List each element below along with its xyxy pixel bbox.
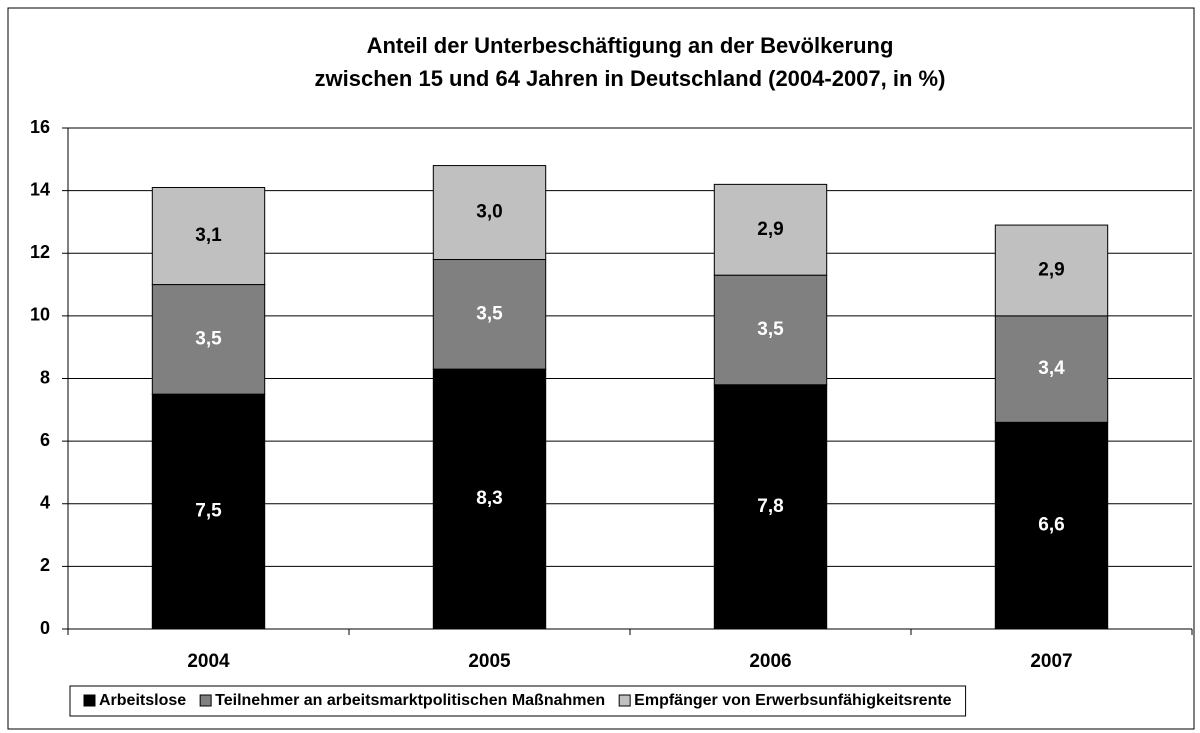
bar-segment bbox=[994, 421, 1109, 630]
y-tick-label: 14 bbox=[30, 179, 50, 199]
chart-title: zwischen 15 und 64 Jahren in Deutschland… bbox=[315, 66, 946, 91]
legend-swatch bbox=[199, 694, 212, 707]
bar-segment bbox=[713, 183, 828, 276]
x-tick-label: 2007 bbox=[1030, 651, 1072, 672]
y-tick-label: 8 bbox=[40, 367, 50, 387]
legend-label: Arbeitslose bbox=[99, 692, 186, 709]
y-tick-label: 4 bbox=[40, 493, 50, 513]
bar-segment bbox=[713, 274, 828, 386]
legend-box bbox=[69, 685, 967, 717]
bar-segment bbox=[151, 186, 266, 286]
bar-segment bbox=[994, 315, 1109, 423]
bar-segment bbox=[713, 384, 828, 630]
data-label: 7,8 bbox=[757, 496, 783, 517]
y-tick-label: 2 bbox=[40, 555, 50, 575]
legend-label: Teilnehmer an arbeitsmarktpolitischen Ma… bbox=[215, 692, 605, 709]
legend-swatch bbox=[83, 694, 96, 707]
x-tick-label: 2004 bbox=[187, 651, 230, 672]
y-tick-label: 16 bbox=[30, 117, 50, 137]
data-label: 3,5 bbox=[757, 319, 784, 340]
data-label: 2,9 bbox=[1038, 259, 1064, 280]
data-label: 3,5 bbox=[476, 303, 503, 324]
bar-segment bbox=[994, 224, 1109, 317]
legend-swatch bbox=[618, 694, 631, 707]
data-label: 3,5 bbox=[195, 328, 222, 349]
x-tick-label: 2005 bbox=[468, 651, 511, 672]
y-tick-label: 6 bbox=[40, 430, 50, 450]
y-tick-label: 12 bbox=[30, 242, 50, 262]
data-label: 6,6 bbox=[1038, 515, 1064, 536]
bar-segment bbox=[432, 368, 547, 630]
data-label: 3,4 bbox=[1038, 358, 1065, 379]
y-tick-label: 10 bbox=[30, 305, 50, 325]
data-label: 7,5 bbox=[195, 501, 222, 522]
legend-label: Empfänger von Erwerbsunfähigkeitsrente bbox=[634, 692, 952, 709]
data-label: 8,3 bbox=[476, 488, 502, 509]
data-label: 3,0 bbox=[476, 202, 502, 223]
bar-segment bbox=[432, 259, 547, 370]
chart-title: Anteil der Unterbeschäftigung an der Bev… bbox=[367, 33, 894, 58]
data-label: 2,9 bbox=[757, 219, 783, 240]
data-label: 3,1 bbox=[195, 225, 222, 246]
bar-segment bbox=[151, 393, 266, 630]
bar-segment bbox=[432, 165, 547, 261]
y-tick-label: 0 bbox=[40, 618, 50, 638]
x-tick-label: 2006 bbox=[749, 651, 791, 672]
